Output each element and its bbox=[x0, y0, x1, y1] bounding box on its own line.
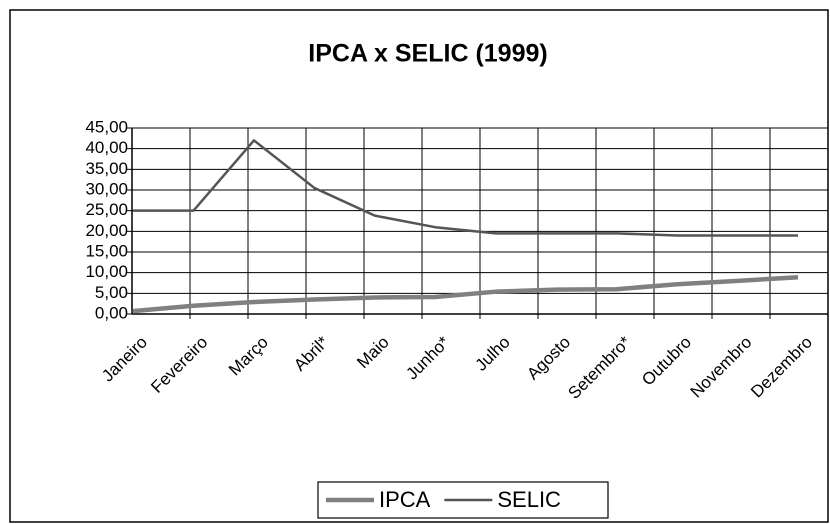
series-line bbox=[132, 274, 799, 314]
y-tick-label: 25,00 bbox=[85, 200, 128, 219]
series-line bbox=[133, 139, 798, 237]
y-tick-label: 5,00 bbox=[95, 283, 128, 302]
y-tick-label: 40,00 bbox=[85, 138, 128, 157]
y-tick-label: 35,00 bbox=[85, 159, 128, 178]
chart-border bbox=[9, 9, 829, 523]
y-tick-label: 20,00 bbox=[85, 221, 128, 240]
y-tick-label: 0,00 bbox=[95, 303, 128, 322]
y-tick-label: 15,00 bbox=[85, 241, 128, 260]
y-tick-label: 10,00 bbox=[85, 262, 128, 281]
y-tick-label: 45,00 bbox=[85, 117, 128, 136]
legend-label: IPCA bbox=[379, 487, 431, 512]
y-tick-label: 30,00 bbox=[85, 179, 128, 198]
legend-label: SELIC bbox=[497, 487, 561, 512]
chart-title: IPCA x SELIC (1999) bbox=[308, 40, 547, 68]
